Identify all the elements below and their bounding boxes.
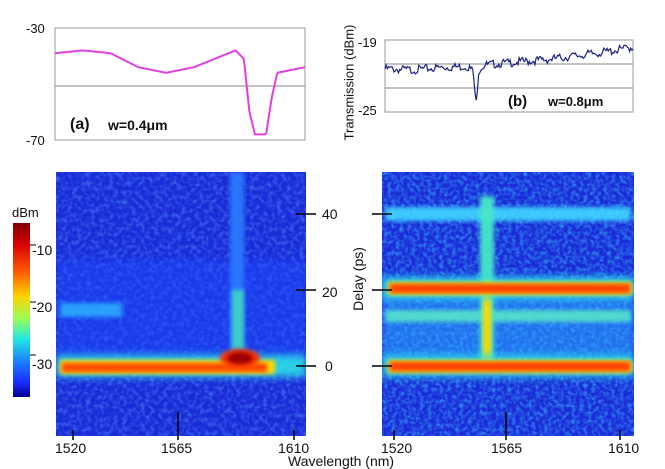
panel-a-ytick-top: -30 xyxy=(26,21,45,36)
colorbar-label-m20: -20 xyxy=(32,299,53,315)
colorbar-title: dBm xyxy=(12,205,39,220)
panel-a-frame xyxy=(54,27,306,141)
d-xtick-1520: 1520 xyxy=(381,440,413,456)
wavelength-axis-label: Wavelength (nm) xyxy=(288,453,395,469)
heatmap-c-band-14ps xyxy=(60,303,122,317)
heatmap-d-band-40ps xyxy=(385,207,631,221)
heatmap-d-band-13ps xyxy=(385,310,631,322)
delay-tick-0: 0 xyxy=(325,358,333,374)
heatmap-d-band-20ps xyxy=(390,284,630,293)
delay-tick-40: 40 xyxy=(322,206,338,222)
panel-b-ytick-top: -19 xyxy=(358,35,377,50)
panel-a-label: (a) xyxy=(70,116,90,133)
colorbar-label-m10: -10 xyxy=(32,242,53,258)
heatmap-c-band-0ps xyxy=(62,363,267,372)
wavelength-axis-ticks xyxy=(72,412,621,440)
heatmap-c-hot-spot xyxy=(227,352,253,364)
colorbar-label-m30: -30 xyxy=(32,356,53,372)
panel-b-label: (b) xyxy=(508,93,528,110)
panel-a-series-line xyxy=(54,49,306,136)
d-xtick-1610: 1610 xyxy=(608,440,640,456)
delay-axis-label: Delay (ps) xyxy=(350,247,366,311)
c-xtick-1565: 1565 xyxy=(161,440,193,456)
c-xtick-1610: 1610 xyxy=(278,440,310,456)
panel-b-ytick-bottom: -25 xyxy=(358,103,377,118)
d-xtick-1565: 1565 xyxy=(491,440,523,456)
panel-b-ylabel: Transmission (dBm) xyxy=(341,24,357,141)
heatmap-c xyxy=(56,172,306,436)
c-xtick-1520: 1520 xyxy=(55,440,87,456)
panel-a-ytick-bottom: -70 xyxy=(26,133,45,148)
panel-b-series-line xyxy=(384,43,634,101)
delay-tick-20: 20 xyxy=(322,284,338,300)
colorbar xyxy=(13,223,36,397)
heatmap-d-band-0ps xyxy=(390,362,630,371)
heatmap-d xyxy=(382,172,634,436)
delay-axis-ticks xyxy=(296,213,392,367)
panel-a-annotation: w=0.4μm xyxy=(108,117,168,133)
panel-b-annotation: w=0.8μm xyxy=(548,94,604,109)
